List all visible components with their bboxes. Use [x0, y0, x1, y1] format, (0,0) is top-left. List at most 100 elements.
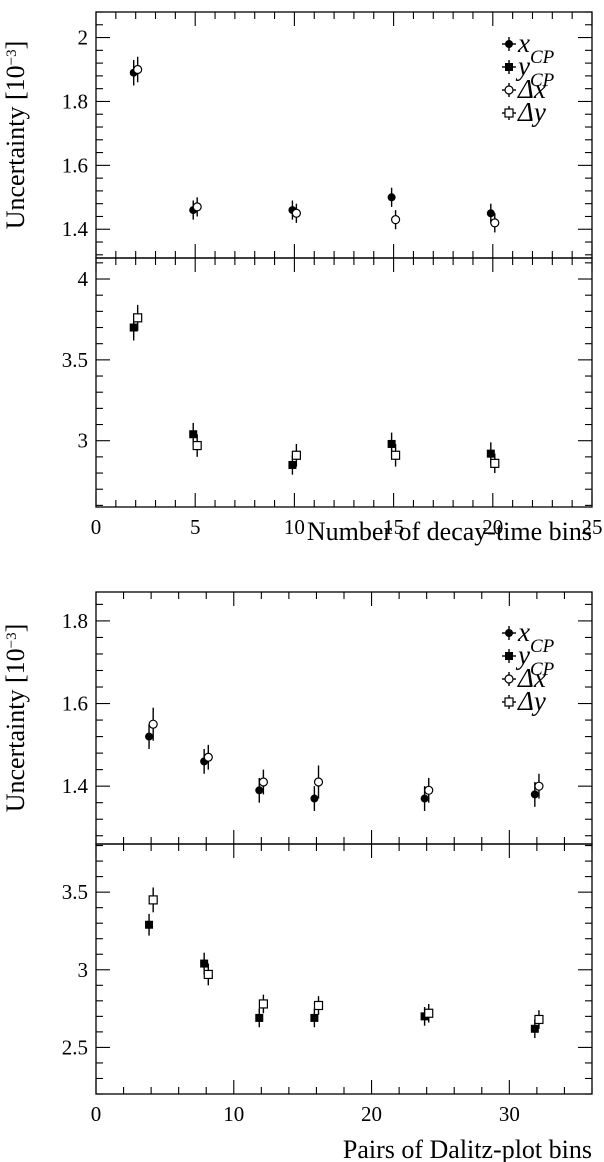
plot-frame: [95, 843, 593, 1095]
data-point: [192, 440, 202, 451]
data-point: [189, 430, 198, 439]
legend-marker-filled-circle: [505, 40, 513, 48]
series-open-circle: [148, 707, 544, 803]
y-tick-label: 3.5: [62, 880, 88, 904]
data-point: [258, 999, 268, 1009]
y-axis-title: Uncertainty [10−3]: [1, 41, 30, 230]
panel-lower: 2.5 3 3.5: [62, 843, 593, 1095]
legend-label: Δy: [517, 686, 546, 716]
data-point: [530, 790, 539, 799]
series-open-square: [133, 304, 500, 474]
data-point: [291, 208, 301, 218]
legend-marker-filled-circle: [505, 629, 513, 637]
x-axis-title: Pairs of Dalitz-plot bins: [343, 1135, 592, 1162]
x-tick-label: 5: [190, 515, 201, 539]
x-tick-label: 10: [223, 1102, 244, 1126]
data-point: [291, 450, 301, 460]
legend-marker-open-circle: [504, 674, 514, 684]
y-tick-label: 3.5: [62, 348, 88, 372]
data-point: [313, 1000, 324, 1011]
legend-label: xCP: [517, 617, 555, 657]
x-tick-label: 0: [91, 515, 102, 539]
legend-label: Δx: [517, 663, 546, 693]
legend-marker-filled-square: [505, 63, 513, 71]
legend-label: yCP: [515, 51, 555, 91]
data-point: [490, 458, 500, 468]
x-tick-label: 15: [383, 515, 404, 539]
x-axis-title: Number of decay-time bins: [307, 517, 592, 546]
data-point: [387, 193, 396, 202]
y-tick-label: 3: [78, 958, 89, 982]
data-point: [203, 969, 213, 980]
data-point: [534, 1014, 544, 1025]
dalitz-plot-bins-chart: 1.4 1.6 1.8 2.5 3 3.5 0 10 20 30 Pairs of Dalitz-p…: [1, 591, 593, 1162]
y-tick-label: 3: [78, 429, 89, 453]
data-point: [424, 1008, 434, 1018]
data-point: [310, 1013, 319, 1022]
y-tick-label: 2.5: [62, 1035, 88, 1059]
legend-marker-filled-square: [505, 652, 513, 660]
data-point: [203, 752, 213, 762]
data-point: [420, 794, 429, 803]
data-point: [200, 959, 209, 968]
series-open-square: [148, 887, 544, 1029]
panel-upper: 1.4 1.6 1.8 2: [62, 11, 593, 259]
y-tick-label: 1.6: [62, 692, 88, 716]
data-point: [530, 1024, 539, 1033]
x-tick-label: 25: [582, 515, 603, 539]
data-point: [310, 794, 319, 803]
data-point: [255, 1013, 264, 1022]
series-filled-square: [129, 314, 495, 475]
data-point: [148, 895, 158, 905]
y-tick-label: 1.8: [62, 609, 88, 633]
x-tick-label: 20: [482, 515, 503, 539]
legend-label: Δx: [517, 74, 546, 104]
data-point: [148, 719, 158, 729]
legend-marker-open-square: [504, 697, 514, 707]
legend-marker-open-square: [504, 108, 514, 118]
y-tick-label: 1.4: [62, 217, 89, 241]
y-tick-label: 1.8: [62, 89, 88, 113]
x-tick-label: 10: [284, 515, 305, 539]
data-point: [129, 323, 138, 332]
x-tick-label: 30: [499, 1102, 520, 1126]
x-tick-label: 20: [361, 1102, 382, 1126]
data-point: [145, 732, 154, 741]
data-point: [133, 313, 143, 323]
legend-label: Δy: [517, 97, 546, 127]
data-point: [133, 64, 143, 75]
data-point: [288, 460, 297, 469]
data-point: [192, 202, 202, 212]
legend-label: xCP: [517, 28, 555, 68]
data-point: [490, 218, 500, 228]
data-point: [424, 785, 434, 795]
y-tick-label: 2: [78, 26, 89, 50]
data-point: [145, 920, 154, 929]
y-axis-title: Uncertainty [10−3]: [1, 624, 30, 813]
data-point: [390, 215, 401, 225]
panel-lower: 33.54: [62, 257, 593, 508]
data-point: [534, 781, 544, 791]
data-point: [313, 777, 324, 787]
data-point: [258, 777, 268, 787]
data-point: [486, 209, 495, 218]
data-point: [255, 786, 264, 795]
y-tick-label: 1.6: [62, 153, 88, 177]
legend-marker-open-circle: [504, 85, 514, 95]
panel-upper: 1.4 1.6 1.8: [62, 591, 593, 845]
series-open-circle: [133, 56, 500, 233]
plot-frame: [95, 257, 593, 508]
series-filled-circle: [145, 724, 539, 811]
data-point: [390, 450, 401, 460]
data-point: [486, 449, 495, 458]
y-tick-label: 1.4: [62, 774, 89, 798]
x-tick-label: 0: [91, 1102, 102, 1126]
legend-label: yCP: [515, 640, 555, 680]
data-point: [387, 439, 396, 448]
y-tick-label: 4: [78, 267, 89, 291]
series-filled-circle: [129, 59, 495, 223]
